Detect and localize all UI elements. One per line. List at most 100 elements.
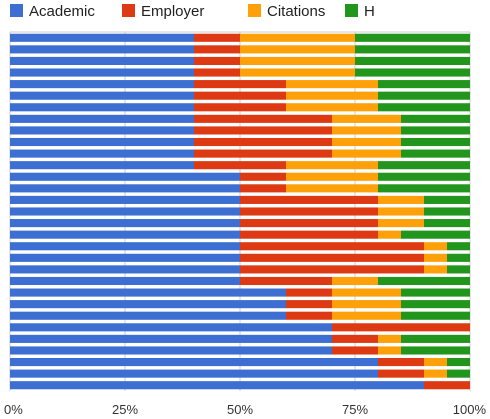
bar-academic-row-28[interactable] bbox=[10, 346, 332, 355]
bar-h-row-8[interactable] bbox=[401, 114, 470, 123]
bar-academic-row-22[interactable] bbox=[10, 276, 240, 286]
bar-employer-row-4[interactable] bbox=[194, 68, 240, 77]
bar-academic-row-4[interactable] bbox=[10, 68, 194, 77]
bar-h-row-19[interactable] bbox=[447, 242, 470, 251]
bar-citations-row-20[interactable] bbox=[424, 253, 447, 262]
bar-academic-row-12[interactable] bbox=[10, 161, 194, 170]
bar-h-row-18[interactable] bbox=[401, 230, 470, 239]
bar-h-row-30[interactable] bbox=[447, 369, 470, 378]
bar-citations-row-29[interactable] bbox=[424, 357, 447, 367]
bar-academic-row-29[interactable] bbox=[10, 357, 378, 367]
bar-employer-row-30[interactable] bbox=[378, 369, 424, 378]
bar-academic-row-15[interactable] bbox=[10, 195, 240, 204]
bar-citations-row-23[interactable] bbox=[332, 288, 401, 297]
bar-academic-row-11[interactable] bbox=[10, 149, 194, 158]
bar-academic-row-16[interactable] bbox=[10, 207, 240, 216]
legend-swatch-h[interactable] bbox=[345, 4, 358, 17]
bar-citations-row-15[interactable] bbox=[378, 195, 424, 204]
bar-h-row-20[interactable] bbox=[447, 253, 470, 262]
bar-employer-row-18[interactable] bbox=[240, 230, 378, 239]
bar-academic-row-24[interactable] bbox=[10, 300, 286, 309]
bar-h-row-17[interactable] bbox=[424, 219, 470, 228]
bar-citations-row-24[interactable] bbox=[332, 300, 401, 309]
bar-employer-row-31[interactable] bbox=[424, 381, 470, 390]
bar-employer-row-27[interactable] bbox=[332, 334, 378, 343]
bar-employer-row-8[interactable] bbox=[194, 114, 332, 123]
bar-academic-row-6[interactable] bbox=[10, 91, 194, 100]
bar-h-row-3[interactable] bbox=[355, 56, 470, 66]
bar-employer-row-11[interactable] bbox=[194, 149, 332, 158]
bar-h-row-24[interactable] bbox=[401, 300, 470, 309]
bar-academic-row-27[interactable] bbox=[10, 334, 332, 343]
bar-citations-row-25[interactable] bbox=[332, 311, 401, 320]
bar-h-row-22[interactable] bbox=[378, 276, 470, 286]
bar-h-row-28[interactable] bbox=[401, 346, 470, 355]
bar-citations-row-28[interactable] bbox=[378, 346, 401, 355]
bar-citations-row-30[interactable] bbox=[424, 369, 447, 378]
bar-employer-row-16[interactable] bbox=[240, 207, 378, 216]
bar-academic-row-25[interactable] bbox=[10, 311, 286, 320]
legend-label-employer[interactable]: Employer bbox=[141, 3, 204, 20]
bar-h-row-1[interactable] bbox=[355, 33, 470, 42]
bar-academic-row-30[interactable] bbox=[10, 369, 378, 378]
bar-academic-row-10[interactable] bbox=[10, 137, 194, 147]
bar-h-row-14[interactable] bbox=[378, 184, 470, 193]
bar-employer-row-14[interactable] bbox=[240, 184, 286, 193]
bar-citations-row-27[interactable] bbox=[378, 334, 401, 343]
bar-h-row-4[interactable] bbox=[355, 68, 470, 77]
bar-academic-row-20[interactable] bbox=[10, 253, 240, 262]
bar-employer-row-26[interactable] bbox=[332, 323, 470, 332]
bar-academic-row-14[interactable] bbox=[10, 184, 240, 193]
legend-label-citations[interactable]: Citations bbox=[267, 3, 325, 20]
bar-citations-row-2[interactable] bbox=[240, 45, 355, 54]
bar-academic-row-7[interactable] bbox=[10, 103, 194, 112]
bar-academic-row-19[interactable] bbox=[10, 242, 240, 251]
bar-citations-row-16[interactable] bbox=[378, 207, 424, 216]
bar-employer-row-24[interactable] bbox=[286, 300, 332, 309]
bar-academic-row-17[interactable] bbox=[10, 219, 240, 228]
bar-h-row-2[interactable] bbox=[355, 45, 470, 54]
bar-h-row-15[interactable] bbox=[424, 195, 470, 204]
bar-employer-row-12[interactable] bbox=[194, 161, 286, 170]
bar-employer-row-6[interactable] bbox=[194, 91, 286, 100]
bar-academic-row-3[interactable] bbox=[10, 56, 194, 66]
bar-h-row-7[interactable] bbox=[378, 103, 470, 112]
bar-citations-row-12[interactable] bbox=[286, 161, 378, 170]
bar-citations-row-9[interactable] bbox=[332, 126, 401, 135]
bar-h-row-29[interactable] bbox=[447, 357, 470, 367]
bar-academic-row-2[interactable] bbox=[10, 45, 194, 54]
bar-academic-row-21[interactable] bbox=[10, 265, 240, 274]
bar-employer-row-19[interactable] bbox=[240, 242, 424, 251]
bar-academic-row-18[interactable] bbox=[10, 230, 240, 239]
bar-employer-row-17[interactable] bbox=[240, 219, 378, 228]
legend-label-academic[interactable]: Academic bbox=[29, 3, 95, 20]
bar-citations-row-22[interactable] bbox=[332, 276, 378, 286]
bar-employer-row-23[interactable] bbox=[286, 288, 332, 297]
bar-employer-row-9[interactable] bbox=[194, 126, 332, 135]
bar-citations-row-11[interactable] bbox=[332, 149, 401, 158]
bar-h-row-6[interactable] bbox=[378, 91, 470, 100]
bar-h-row-23[interactable] bbox=[401, 288, 470, 297]
bar-citations-row-7[interactable] bbox=[286, 103, 378, 112]
bar-citations-row-19[interactable] bbox=[424, 242, 447, 251]
bar-h-row-12[interactable] bbox=[378, 161, 470, 170]
bar-h-row-27[interactable] bbox=[401, 334, 470, 343]
bar-employer-row-20[interactable] bbox=[240, 253, 424, 262]
legend-label-h[interactable]: H bbox=[364, 3, 375, 20]
bar-h-row-13[interactable] bbox=[378, 172, 470, 181]
bar-h-row-10[interactable] bbox=[401, 137, 470, 147]
bar-academic-row-9[interactable] bbox=[10, 126, 194, 135]
bar-citations-row-21[interactable] bbox=[424, 265, 447, 274]
bar-academic-row-1[interactable] bbox=[10, 33, 194, 42]
bar-employer-row-1[interactable] bbox=[194, 33, 240, 42]
bar-h-row-25[interactable] bbox=[401, 311, 470, 320]
bar-employer-row-15[interactable] bbox=[240, 195, 378, 204]
legend-swatch-employer[interactable] bbox=[122, 4, 135, 17]
bar-academic-row-5[interactable] bbox=[10, 80, 194, 89]
bar-citations-row-14[interactable] bbox=[286, 184, 378, 193]
bar-citations-row-6[interactable] bbox=[286, 91, 378, 100]
bar-academic-row-13[interactable] bbox=[10, 172, 240, 181]
bar-employer-row-29[interactable] bbox=[378, 357, 424, 367]
bar-citations-row-10[interactable] bbox=[332, 137, 401, 147]
bar-employer-row-2[interactable] bbox=[194, 45, 240, 54]
